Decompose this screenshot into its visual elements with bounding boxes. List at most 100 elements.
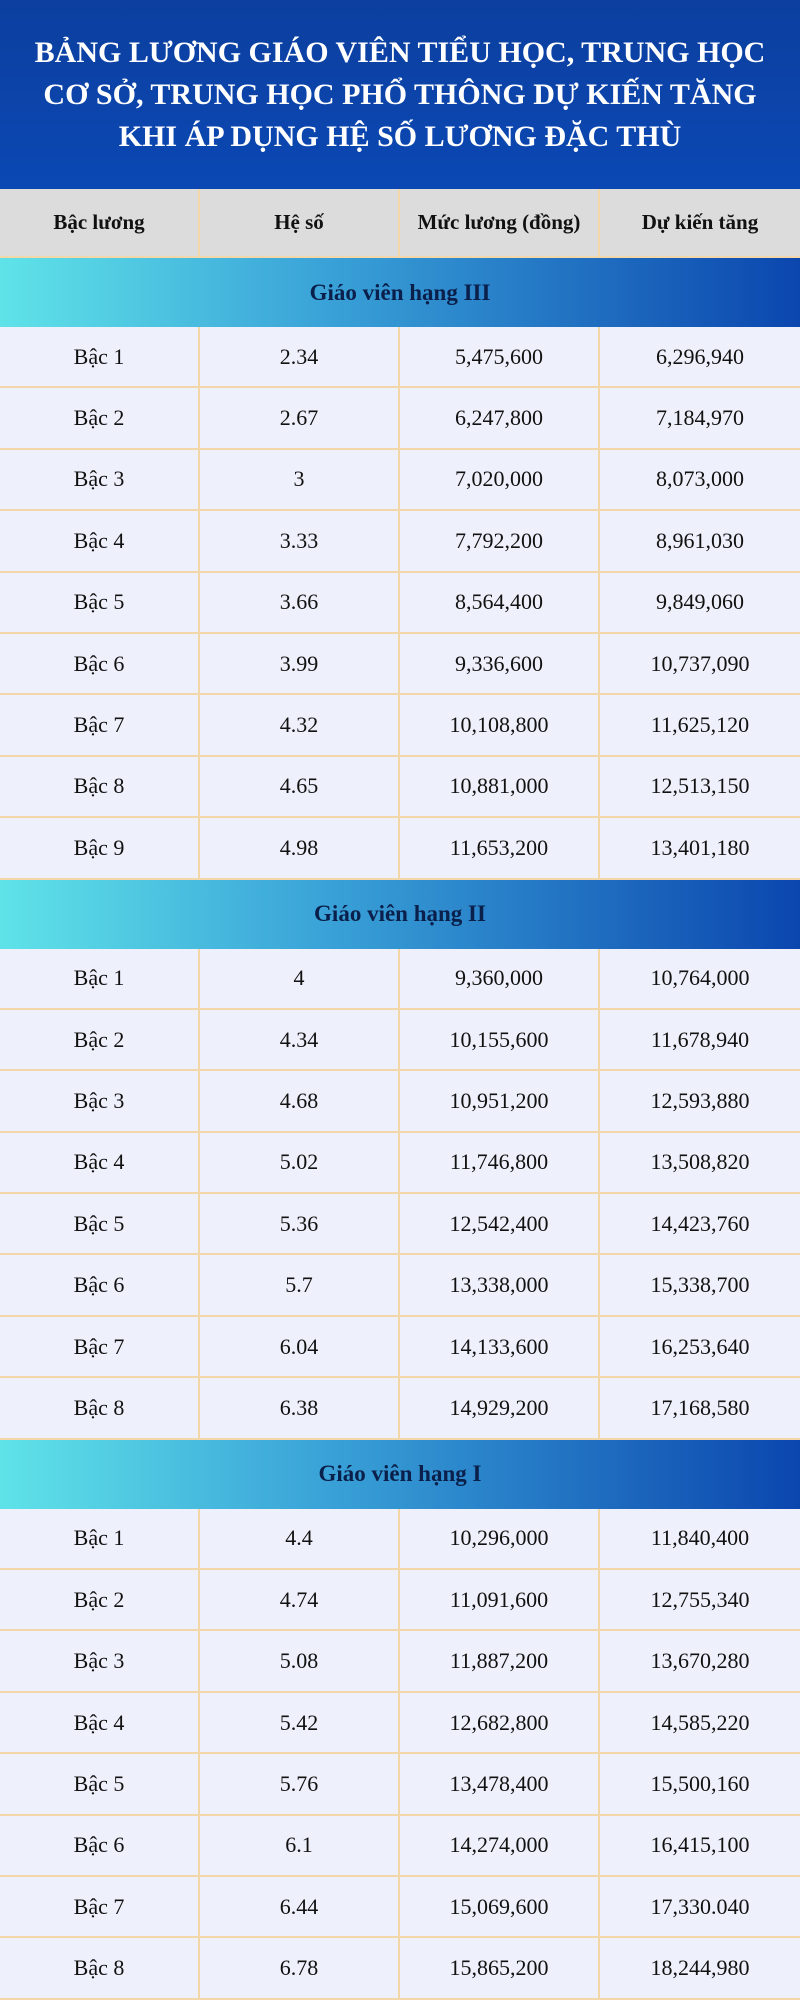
table-row: Bậc 5 3.66 8,564,400 9,849,060	[0, 572, 800, 634]
table-row: Bậc 2 4.34 10,155,600 11,678,940	[0, 1009, 800, 1072]
table-cell: Bậc 8	[0, 756, 200, 819]
table-cell: Bậc 2	[0, 388, 200, 450]
table-cell: 13,670,280	[600, 1631, 800, 1693]
table-cell: 7,020,000	[400, 449, 600, 512]
table-cell: 13,478,400	[400, 1754, 600, 1816]
table-cell: 4.98	[200, 818, 400, 880]
table-cell: 2.67	[200, 388, 400, 450]
table-cell: 17,168,580	[600, 1378, 800, 1440]
table-cell: 4.4	[200, 1508, 400, 1571]
table-cell: Bậc 1	[0, 948, 200, 1010]
table-cell: 12,682,800	[400, 1692, 600, 1755]
table-cell: Bậc 4	[0, 1692, 200, 1755]
table-cell: 10,951,200	[400, 1071, 600, 1133]
column-header: Dự kiến tăng	[600, 189, 800, 258]
table-row: Bậc 6 5.7 13,338,000 15,338,700	[0, 1255, 800, 1317]
table-cell: 9,360,000	[400, 948, 600, 1010]
table-cell: 6.78	[200, 1938, 400, 2000]
table-row: Bậc 6 3.99 9,336,600 10,737,090	[0, 633, 800, 696]
table-cell: Bậc 6	[0, 1815, 200, 1877]
table-cell: Bậc 1	[0, 327, 200, 389]
table-cell: Bậc 7	[0, 695, 200, 757]
table-cell: Bậc 8	[0, 1378, 200, 1440]
table-cell: 3.66	[200, 572, 400, 634]
table-row: Bậc 4 3.33 7,792,200 8,961,030	[0, 511, 800, 573]
table-cell: 3.99	[200, 633, 400, 696]
table-cell: 6.04	[200, 1316, 400, 1379]
table-cell: 10,881,000	[400, 756, 600, 819]
table-row: Bậc 3 4.68 10,951,200 12,593,880	[0, 1071, 800, 1133]
table-row: Bậc 1 4 9,360,000 10,764,000	[0, 948, 800, 1010]
table-cell: 11,678,940	[600, 1010, 800, 1072]
section-title: Giáo viên hạng II	[0, 879, 800, 949]
table-cell: 5,475,600	[400, 327, 600, 389]
table-cell: 14,274,000	[400, 1815, 600, 1877]
table-row: Bậc 2 4.74 11,091,600 12,755,340	[0, 1570, 800, 1632]
table-cell: 16,253,640	[600, 1317, 800, 1379]
table-cell: 14,423,760	[600, 1194, 800, 1256]
column-header: Mức lương (đồng)	[400, 189, 600, 258]
table-cell: 15,865,200	[400, 1938, 600, 2000]
table-cell: 11,746,800	[400, 1132, 600, 1195]
table-cell: 10,296,000	[400, 1508, 600, 1571]
table-cell: 11,625,120	[600, 695, 800, 757]
table-row: Bậc 8 6.78 15,865,200 18,244,980	[0, 1938, 800, 2000]
section-title: Giáo viên hạng I	[0, 1439, 800, 1509]
table-cell: 5.36	[200, 1194, 400, 1256]
table-row: Bậc 4 5.02 11,746,800 13,508,820	[0, 1132, 800, 1195]
table-cell: 6,296,940	[600, 327, 800, 389]
table-cell: Bậc 6	[0, 1255, 200, 1317]
table-cell: 6,247,800	[400, 388, 600, 450]
table-row: Bậc 3 3 7,020,000 8,073,000	[0, 449, 800, 512]
table-row: Bậc 8 4.65 10,881,000 12,513,150	[0, 756, 800, 819]
table-cell: 15,069,600	[400, 1876, 600, 1939]
table-cell: Bậc 3	[0, 449, 200, 512]
table-cell: 12,593,880	[600, 1071, 800, 1133]
table-cell: 7,184,970	[600, 388, 800, 450]
table-cell: 9,849,060	[600, 573, 800, 634]
table-cell: 11,887,200	[400, 1631, 600, 1693]
table-cell: 12,755,340	[600, 1570, 800, 1632]
table-cell: 10,155,600	[400, 1009, 600, 1072]
table-cell: 5.7	[200, 1255, 400, 1317]
table-row: Bậc 7 4.32 10,108,800 11,625,120	[0, 695, 800, 757]
table-row: Bậc 5 5.36 12,542,400 14,423,760	[0, 1194, 800, 1256]
table-cell: Bậc 5	[0, 572, 200, 634]
table-cell: 7,792,200	[400, 511, 600, 573]
table-cell: Bậc 3	[0, 1071, 200, 1133]
table-cell: Bậc 6	[0, 633, 200, 696]
table-cell: 3.33	[200, 511, 400, 573]
table-cell: 12,513,150	[600, 757, 800, 819]
table-cell: 12,542,400	[400, 1194, 600, 1256]
table-cell: 8,073,000	[600, 450, 800, 512]
table-row: Bậc 8 6.38 14,929,200 17,168,580	[0, 1378, 800, 1440]
header-row: Bậc lương Hệ số Mức lương (đồng) Dự kiến tă…	[0, 189, 800, 258]
table-cell: 11,091,600	[400, 1570, 600, 1632]
table-cell: 14,585,220	[600, 1693, 800, 1755]
table-cell: 6.44	[200, 1876, 400, 1939]
table-cell: 10,737,090	[600, 634, 800, 696]
table-cell: 6.38	[200, 1378, 400, 1440]
table-row: Bậc 9 4.98 11,653,200 13,401,180	[0, 818, 800, 880]
table-cell: Bậc 2	[0, 1570, 200, 1632]
table-cell: Bậc 7	[0, 1876, 200, 1939]
table-cell: 4.32	[200, 695, 400, 757]
table-cell: 8,564,400	[400, 572, 600, 634]
table-cell: Bậc 4	[0, 511, 200, 573]
column-header: Hệ số	[200, 189, 400, 258]
table-cell: Bậc 1	[0, 1508, 200, 1571]
table-row: Bậc 4 5.42 12,682,800 14,585,220	[0, 1692, 800, 1755]
section-title: Giáo viên hạng III	[0, 258, 800, 327]
table-cell: 18,244,980	[600, 1938, 800, 2000]
table-cell: 4.34	[200, 1009, 400, 1072]
table-cell: 5.02	[200, 1132, 400, 1195]
table-cell: 15,500,160	[600, 1754, 800, 1816]
table-cell: 5.08	[200, 1631, 400, 1693]
table-cell: 5.42	[200, 1692, 400, 1755]
table-cell: 11,653,200	[400, 818, 600, 880]
table-cell: Bậc 8	[0, 1938, 200, 2000]
table-row: Bậc 3 5.08 11,887,200 13,670,280	[0, 1631, 800, 1693]
table: Bậc lương Hệ số Mức lương (đồng) Dự kiến tă…	[0, 189, 800, 2000]
table-cell: 11,840,400	[600, 1509, 800, 1571]
column-header: Bậc lương	[0, 189, 200, 258]
